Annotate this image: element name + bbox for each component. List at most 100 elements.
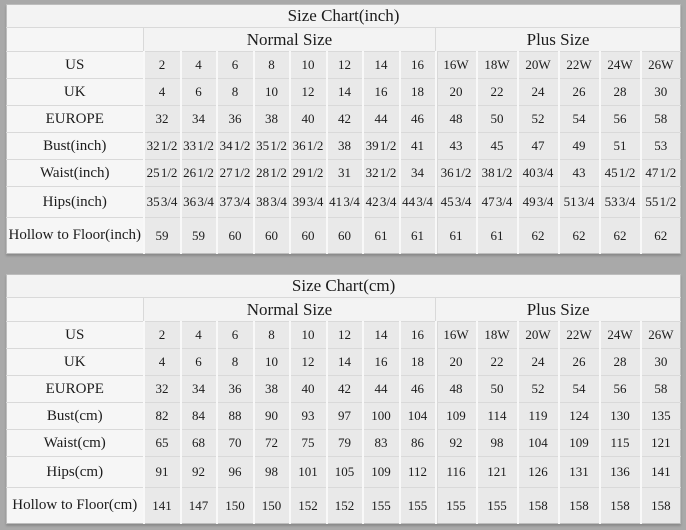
size-value-cell: 42 3/4 <box>361 186 400 218</box>
table-row: EUROPE 32 34 36 38 40 42 44 46 48 50 52 54 56 58 <box>6 375 681 403</box>
size-value-cell: 97 <box>325 402 363 430</box>
size-value-cell: 22 <box>475 78 518 106</box>
size-value-cell: 36 1/2 <box>288 132 327 160</box>
size-value-cell: 36 1/2 <box>434 159 477 187</box>
size-value-cell: 40 <box>288 375 327 403</box>
size-value-cell: 50 <box>475 105 518 133</box>
size-value-cell: 36 <box>215 105 254 133</box>
size-value-cell: 100 <box>361 402 400 430</box>
size-value-cell: 155 <box>361 487 400 524</box>
size-value-cell: 22 <box>475 348 518 376</box>
size-value-cell: 68 <box>179 429 217 457</box>
size-value-cell: 59 <box>142 217 181 254</box>
row-label: Hips(inch) <box>6 186 144 218</box>
size-value-cell: 28 <box>598 78 641 106</box>
size-value-cell: 24W <box>598 51 641 79</box>
size-value-cell: 26 1/2 <box>179 159 217 187</box>
size-value-cell: 60 <box>325 217 363 254</box>
size-value-cell: 16 <box>398 321 436 349</box>
table-row: Hips(inch) 35 3/4 36 3/4 37 3/4 38 3/4 39 3/4… <box>6 186 681 218</box>
size-value-cell: 45 1/2 <box>598 159 641 187</box>
row-label: Hollow to Floor(cm) <box>6 487 144 524</box>
size-value-cell: 31 <box>325 159 363 187</box>
group-header-plus-size: Plus Size <box>434 27 681 52</box>
size-value-cell: 124 <box>557 402 600 430</box>
row-label: US <box>6 51 144 79</box>
size-value-cell: 51 <box>598 132 641 160</box>
size-value-cell: 56 <box>598 105 641 133</box>
size-value-cell: 83 <box>361 429 400 457</box>
size-value-cell: 36 <box>215 375 254 403</box>
size-value-cell: 45 <box>475 132 518 160</box>
size-value-cell: 45 3/4 <box>434 186 477 218</box>
size-value-cell: 10 <box>288 51 327 79</box>
size-value-cell: 56 <box>598 375 641 403</box>
size-value-cell: 155 <box>398 487 436 524</box>
size-value-cell: 121 <box>639 429 681 457</box>
size-value-cell: 92 <box>434 429 477 457</box>
size-charts-container: Size Chart(inch) Normal Size Plus Size US 2 4… <box>6 4 682 524</box>
row-label: EUROPE <box>6 105 144 133</box>
size-value-cell: 58 <box>639 375 681 403</box>
size-value-cell: 32 1/2 <box>142 132 181 160</box>
size-value-cell: 30 <box>639 348 681 376</box>
size-value-cell: 24 <box>516 348 559 376</box>
size-value-cell: 158 <box>598 487 641 524</box>
table-row: UK 4 6 8 10 12 14 16 18 20 22 24 26 28 30 <box>6 78 681 106</box>
size-value-cell: 20 <box>434 78 477 106</box>
size-value-cell: 141 <box>142 487 181 524</box>
size-value-cell: 135 <box>639 402 681 430</box>
size-value-cell: 52 <box>516 105 559 133</box>
size-value-cell: 34 <box>179 375 217 403</box>
row-label: US <box>6 321 144 349</box>
size-value-cell: 54 <box>557 375 600 403</box>
row-label: UK <box>6 78 144 106</box>
size-value-cell: 49 <box>557 132 600 160</box>
size-value-cell: 20W <box>516 51 559 79</box>
size-value-cell: 62 <box>516 217 559 254</box>
size-value-cell: 4 <box>142 348 181 376</box>
size-value-cell: 14 <box>361 51 400 79</box>
size-value-cell: 58 <box>639 105 681 133</box>
row-label: Waist(cm) <box>6 429 144 457</box>
size-value-cell: 93 <box>288 402 327 430</box>
size-value-cell: 38 <box>252 105 290 133</box>
size-value-cell: 158 <box>557 487 600 524</box>
size-value-cell: 44 <box>361 105 400 133</box>
size-value-cell: 4 <box>179 51 217 79</box>
size-value-cell: 37 3/4 <box>215 186 254 218</box>
row-label: Hollow to Floor(inch) <box>6 217 144 254</box>
size-value-cell: 32 1/2 <box>361 159 400 187</box>
size-value-cell: 4 <box>179 321 217 349</box>
size-value-cell: 38 <box>325 132 363 160</box>
size-value-cell: 116 <box>434 456 477 488</box>
size-value-cell: 27 1/2 <box>215 159 254 187</box>
size-value-cell: 32 <box>142 375 181 403</box>
size-value-cell: 109 <box>557 429 600 457</box>
table-row: Waist(cm) 65 68 70 72 75 79 83 86 92 98 104 109 115 12… <box>6 429 681 457</box>
size-value-cell: 114 <box>475 402 518 430</box>
size-value-cell: 48 <box>434 105 477 133</box>
size-value-cell: 35 3/4 <box>142 186 181 218</box>
size-value-cell: 16 <box>398 51 436 79</box>
size-value-cell: 121 <box>475 456 518 488</box>
size-value-cell: 52 <box>516 375 559 403</box>
size-value-cell: 150 <box>252 487 290 524</box>
size-value-cell: 24W <box>598 321 641 349</box>
size-value-cell: 26 <box>557 78 600 106</box>
size-value-cell: 20 <box>434 348 477 376</box>
size-value-cell: 30 <box>639 78 681 106</box>
size-value-cell: 61 <box>434 217 477 254</box>
size-value-cell: 53 <box>639 132 681 160</box>
size-value-cell: 26 <box>557 348 600 376</box>
size-value-cell: 112 <box>398 456 436 488</box>
size-value-cell: 41 <box>398 132 436 160</box>
size-value-cell: 14 <box>325 348 363 376</box>
size-value-cell: 6 <box>215 321 254 349</box>
size-value-cell: 158 <box>639 487 681 524</box>
size-value-cell: 35 1/2 <box>252 132 290 160</box>
size-value-cell: 29 1/2 <box>288 159 327 187</box>
size-value-cell: 20W <box>516 321 559 349</box>
size-value-cell: 60 <box>215 217 254 254</box>
size-value-cell: 22W <box>557 321 600 349</box>
